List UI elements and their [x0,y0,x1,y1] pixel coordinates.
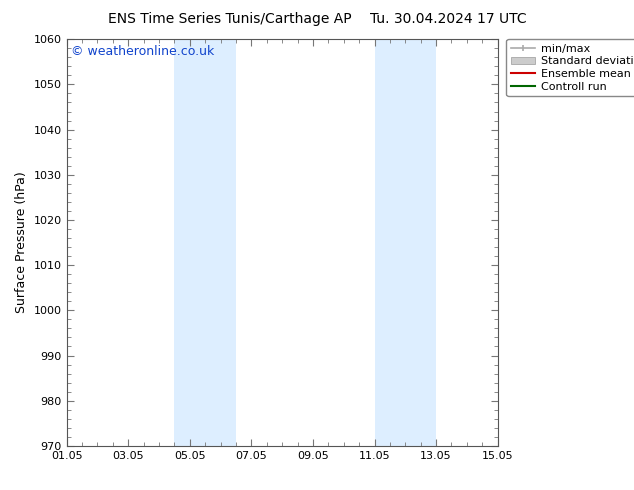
Bar [174,39,236,446]
Bar [375,39,436,446]
Text: Tu. 30.04.2024 17 UTC: Tu. 30.04.2024 17 UTC [370,12,526,26]
Text: ENS Time Series Tunis/Carthage AP: ENS Time Series Tunis/Carthage AP [108,12,351,26]
Y-axis label: Surface Pressure (hPa): Surface Pressure (hPa) [15,172,28,314]
Legend: min/max, Standard deviation, Ensemble mean run, Controll run: min/max, Standard deviation, Ensemble me… [507,39,634,97]
Text: © weatheronline.co.uk: © weatheronline.co.uk [71,45,214,58]
